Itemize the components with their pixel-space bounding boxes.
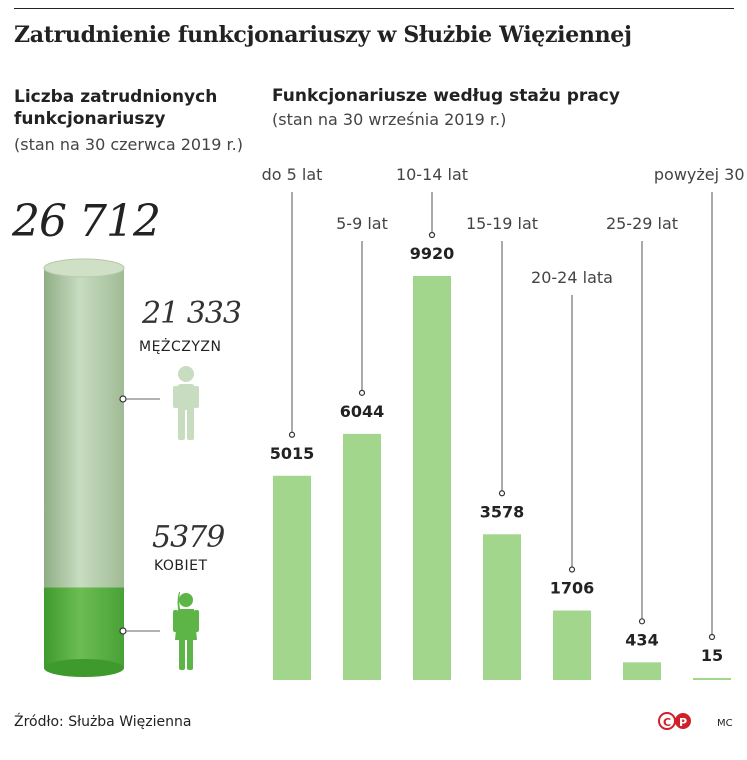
copyright-logo-icon: C P <box>658 712 691 730</box>
bar-value-label: 434 <box>625 630 658 649</box>
men-caption: MĘŻCZYZN <box>139 339 222 355</box>
leader-dot <box>358 389 366 396</box>
cylinder-chart <box>43 258 125 677</box>
category-label: do 5 lat <box>262 165 323 184</box>
chart-title: Zatrudnienie funkcjonariuszy w Służbie W… <box>14 22 632 48</box>
total-employees: 26 712 <box>12 196 161 247</box>
logo-letter-p: P <box>679 716 687 729</box>
women-value: 5379 <box>152 520 225 555</box>
leader-dot <box>428 231 436 239</box>
men-connector <box>119 395 160 403</box>
men-value: 21 333 <box>142 296 242 331</box>
bar-0 <box>273 475 311 680</box>
bar-value-label: 6044 <box>340 402 385 421</box>
bar-4 <box>553 610 591 680</box>
category-label: 5-9 lat <box>336 214 388 233</box>
bar-5 <box>623 662 661 680</box>
left-subheading: (stan na 30 czerwca 2019 r.) <box>14 135 243 154</box>
author-initials: MC <box>717 718 733 729</box>
bar-value-label: 5015 <box>270 444 315 463</box>
leader-dot <box>288 431 296 438</box>
leader-dot <box>638 618 646 625</box>
bar-6 <box>693 678 731 680</box>
bar-value-label: 3578 <box>480 502 525 521</box>
leader-dot <box>498 490 506 497</box>
cylinder-women-segment <box>44 587 124 668</box>
category-label: 15-19 lat <box>466 214 538 233</box>
man-silhouette-icon <box>173 366 199 440</box>
category-label: 20-24 lata <box>531 268 613 287</box>
category-label: powyżej 30 lat <box>654 165 747 184</box>
right-heading: Funkcjonariusze według stażu pracy <box>272 86 620 106</box>
bar-1 <box>343 433 381 680</box>
woman-silhouette-icon <box>173 592 199 670</box>
bar-3 <box>483 534 521 680</box>
tenure-bar-chart: 5015 do 5 lat 6044 5-9 lat 9920 10-14 lat 3578… <box>262 165 747 680</box>
bar-value-label: 1706 <box>550 579 595 598</box>
bar-value-label: 15 <box>701 646 723 665</box>
category-label: 25-29 lat <box>606 214 678 233</box>
bar-2 <box>413 276 451 680</box>
left-heading: Liczba zatrudnionych funkcjonariuszy <box>14 87 218 129</box>
category-label: 10-14 lat <box>396 165 468 184</box>
leader-dot <box>708 633 716 641</box>
right-subheading: (stan na 30 września 2019 r.) <box>272 110 507 129</box>
top-rule <box>14 8 734 9</box>
cylinder-top <box>43 258 125 278</box>
women-caption: KOBIET <box>154 558 208 574</box>
bar-value-label: 9920 <box>410 244 455 263</box>
logo-letter-c: C <box>663 716 671 729</box>
women-connector <box>119 627 160 635</box>
cylinder-men-segment <box>44 268 124 588</box>
source-note: Źródło: Służba Więzienna <box>14 714 192 730</box>
cylinder-bottom <box>44 659 124 677</box>
leader-dot <box>568 566 576 573</box>
